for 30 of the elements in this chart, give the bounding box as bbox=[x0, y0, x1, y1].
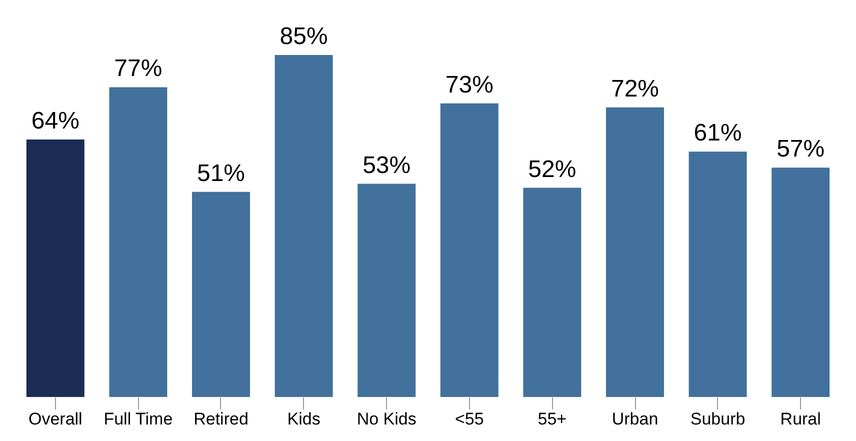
x-tick-label: Retired bbox=[194, 410, 248, 428]
x-tick-label: Urban bbox=[612, 410, 658, 428]
x-tick-label: Kids bbox=[287, 410, 320, 428]
data-label: 73% bbox=[445, 71, 494, 98]
bar bbox=[109, 87, 168, 397]
x-tick-label: <55 bbox=[454, 410, 484, 428]
x-tick-label: Full Time bbox=[104, 410, 173, 428]
bar bbox=[26, 140, 84, 397]
bar bbox=[772, 168, 830, 397]
x-tick-label: 55+ bbox=[538, 410, 567, 428]
data-label: 64% bbox=[31, 108, 80, 135]
bar bbox=[606, 107, 664, 397]
data-label: 77% bbox=[114, 55, 162, 82]
bar bbox=[440, 103, 498, 397]
data-label: 85% bbox=[280, 23, 328, 50]
x-tick-label: Overall bbox=[28, 410, 82, 428]
x-tick-label: No Kids bbox=[356, 410, 416, 428]
bar bbox=[688, 152, 747, 397]
data-label: 52% bbox=[528, 156, 576, 183]
data-label: 57% bbox=[776, 136, 825, 163]
x-tick-label: Rural bbox=[780, 410, 821, 428]
bar bbox=[523, 188, 582, 397]
data-label: 61% bbox=[694, 120, 742, 147]
bar bbox=[274, 55, 333, 397]
data-label: 53% bbox=[362, 152, 411, 179]
bar bbox=[192, 192, 250, 397]
x-tick-label: Suburb bbox=[690, 410, 746, 428]
data-label: 72% bbox=[610, 75, 660, 102]
data-label: 51% bbox=[196, 160, 246, 187]
bar bbox=[358, 184, 416, 397]
